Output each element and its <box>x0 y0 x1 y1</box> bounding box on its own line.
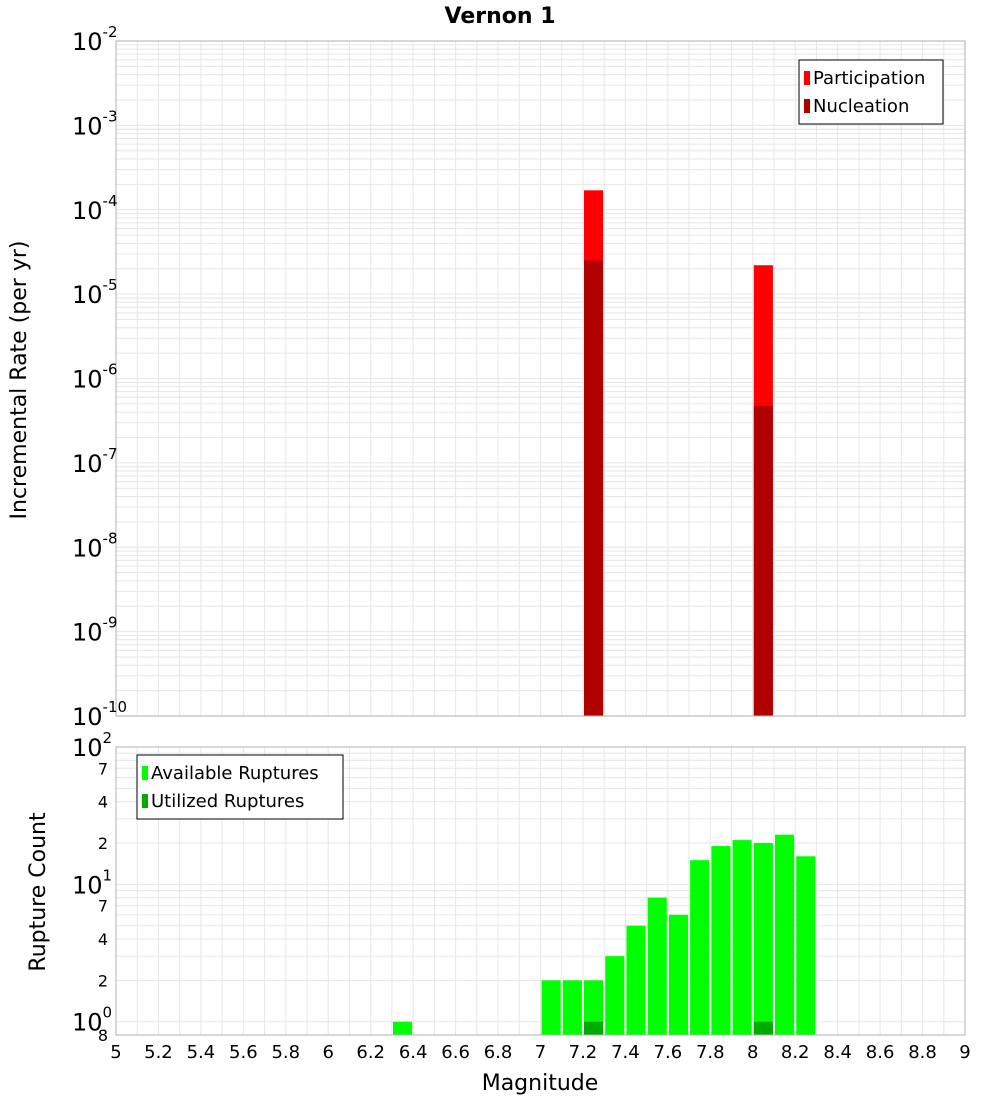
available-ruptures-bar <box>626 925 646 1035</box>
y-tick-label: 7 <box>98 897 108 916</box>
count-plot: 8 2 4 7 2 4 7 100 101 102 5 5.2 5.4 5.6 5.8 6 6.2 6.4 6.6 6… <box>72 729 971 1063</box>
available-ruptures-bar <box>584 980 604 1035</box>
available-ruptures-bar <box>732 840 752 1035</box>
rate-legend: Participation Nucleation <box>798 59 944 125</box>
y-tick-label: 101 <box>72 866 112 899</box>
available-ruptures-bar <box>562 980 582 1035</box>
y-tick-label: 4 <box>98 930 108 949</box>
y-tick-label: 2 <box>98 834 108 853</box>
top-y-axis-label: Incremental Rate (per yr) <box>7 241 32 520</box>
rate-plot: 10-10 10-9 10-8 10-7 10-6 10-5 10-4 10-3 10-2 <box>72 23 966 731</box>
y-tick-label: 7 <box>98 759 108 778</box>
available-ruptures-bar <box>753 843 773 1035</box>
available-ruptures-bar <box>392 1021 413 1035</box>
x-tick-label: 8.6 <box>866 1042 895 1063</box>
y-tick-label: 10-8 <box>72 529 118 562</box>
available-ruptures-bar <box>796 856 816 1035</box>
nucleation-bar <box>753 406 773 716</box>
legend-swatch <box>804 99 810 113</box>
y-tick-label: 10-3 <box>72 107 118 140</box>
y-tick-label: 10-6 <box>72 361 118 394</box>
x-tick-label: 6.6 <box>441 1042 470 1063</box>
x-tick-label: 7.8 <box>696 1042 725 1063</box>
x-tick-label: 5.4 <box>187 1042 216 1063</box>
available-ruptures-bar <box>690 860 710 1035</box>
legend-label: Nucleation <box>813 96 909 117</box>
x-tick-label: 9 <box>959 1042 970 1063</box>
plot-frame <box>115 746 966 1036</box>
utilized-ruptures-bar <box>753 1021 773 1035</box>
x-tick-label: 5 <box>110 1042 121 1063</box>
bottom-y-axis-label: Rupture Count <box>26 812 51 972</box>
y-tick-label: 10-5 <box>72 276 118 309</box>
x-tick-label: 7 <box>535 1042 546 1063</box>
y-tick-label: 8 <box>98 1026 108 1045</box>
available-ruptures-bar <box>711 846 731 1035</box>
legend-box <box>798 59 944 125</box>
y-tick-label: 10-7 <box>72 445 118 478</box>
x-tick-label: 5.6 <box>229 1042 258 1063</box>
x-tick-label: 8 <box>747 1042 758 1063</box>
x-tick-label: 6.8 <box>484 1042 513 1063</box>
x-tick-label: 8.4 <box>823 1042 852 1063</box>
available-ruptures-bar <box>647 897 667 1035</box>
x-axis-label: Magnitude <box>482 1071 599 1096</box>
y-tick-label: 4 <box>98 793 108 812</box>
y-tick-label: 10-9 <box>72 614 118 647</box>
x-tick-label: 5.2 <box>144 1042 173 1063</box>
legend-swatch <box>804 71 810 85</box>
nucleation-bar <box>584 260 604 716</box>
x-tick-label: 8.2 <box>781 1042 810 1063</box>
count-legend: Available Ruptures Utilized Ruptures <box>136 754 344 820</box>
legend-box <box>136 754 344 820</box>
available-ruptures-bar <box>775 834 795 1035</box>
y-tick-label: 10-4 <box>72 192 118 225</box>
x-tick-label: 7.2 <box>569 1042 598 1063</box>
legend-label: Utilized Ruptures <box>151 791 304 812</box>
y-tick-label: 2 <box>98 971 108 990</box>
y-tick-label: 10-10 <box>72 698 127 731</box>
available-ruptures-bar <box>541 980 561 1035</box>
legend-label: Participation <box>813 68 925 89</box>
utilized-ruptures-bar <box>584 1021 604 1035</box>
x-tick-label: 5.8 <box>271 1042 300 1063</box>
x-tick-label: 7.6 <box>654 1042 683 1063</box>
x-tick-label: 6.2 <box>356 1042 385 1063</box>
available-ruptures-bar <box>668 914 689 1035</box>
chart-title: Vernon 1 <box>445 4 556 29</box>
y-tick-label: 100 <box>72 1004 112 1037</box>
available-ruptures-bar <box>605 956 625 1035</box>
legend-swatch <box>142 766 148 780</box>
y-tick-label: 102 <box>72 729 112 762</box>
legend-label: Available Ruptures <box>151 763 319 784</box>
x-tick-label: 7.4 <box>611 1042 640 1063</box>
x-tick-label: 6.4 <box>399 1042 428 1063</box>
x-tick-label: 6 <box>323 1042 334 1063</box>
x-tick-label: 8.8 <box>908 1042 937 1063</box>
legend-swatch <box>142 794 148 808</box>
plot-frame <box>115 40 966 717</box>
y-tick-label: 10-2 <box>72 23 118 56</box>
